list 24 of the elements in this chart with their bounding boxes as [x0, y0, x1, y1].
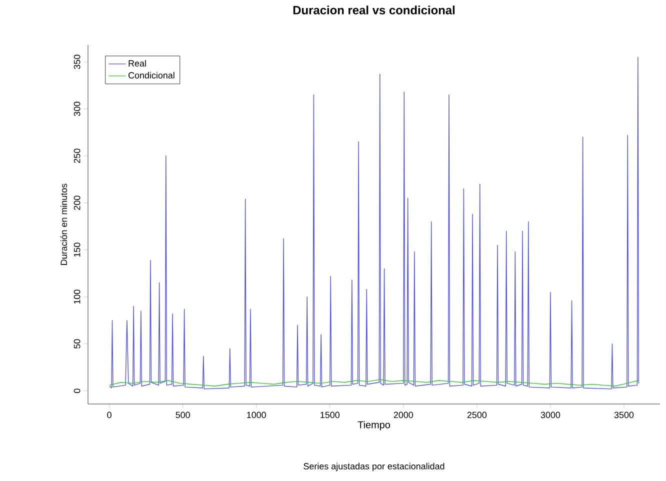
x-tick-label: 2000: [394, 412, 414, 418]
y-tick-label: 100: [74, 290, 80, 304]
x-tick-label: 1500: [320, 412, 340, 418]
y-axis-title: Duración en minutos: [60, 184, 68, 265]
x-tick-label: 3000: [540, 412, 560, 418]
y-tick-label: 0: [74, 388, 80, 393]
x-axis-title: Tiempo: [358, 420, 390, 430]
line-series: [109, 379, 640, 386]
x-tick-label: 0: [107, 412, 112, 418]
x-tick-label: 2500: [467, 412, 487, 418]
line-series: [109, 56, 640, 390]
y-tick-label: 350: [74, 54, 80, 70]
y-tick-label: 200: [74, 196, 80, 210]
x-tick-label: 500: [176, 412, 190, 418]
x-tick-label: 1000: [247, 412, 266, 418]
legend-label: Real: [128, 60, 146, 67]
y-tick-label: 50: [74, 339, 80, 348]
chart-title: Duracion real vs condicional: [293, 6, 455, 14]
y-tick-label: 300: [74, 102, 80, 116]
y-tick-label: 150: [74, 242, 80, 257]
y-tick-label: 250: [74, 148, 80, 163]
text: Series ajustadas por estacionalidad: [304, 462, 444, 472]
x-tick-label: 3500: [614, 412, 634, 418]
legend-label: Condicional: [128, 72, 174, 79]
